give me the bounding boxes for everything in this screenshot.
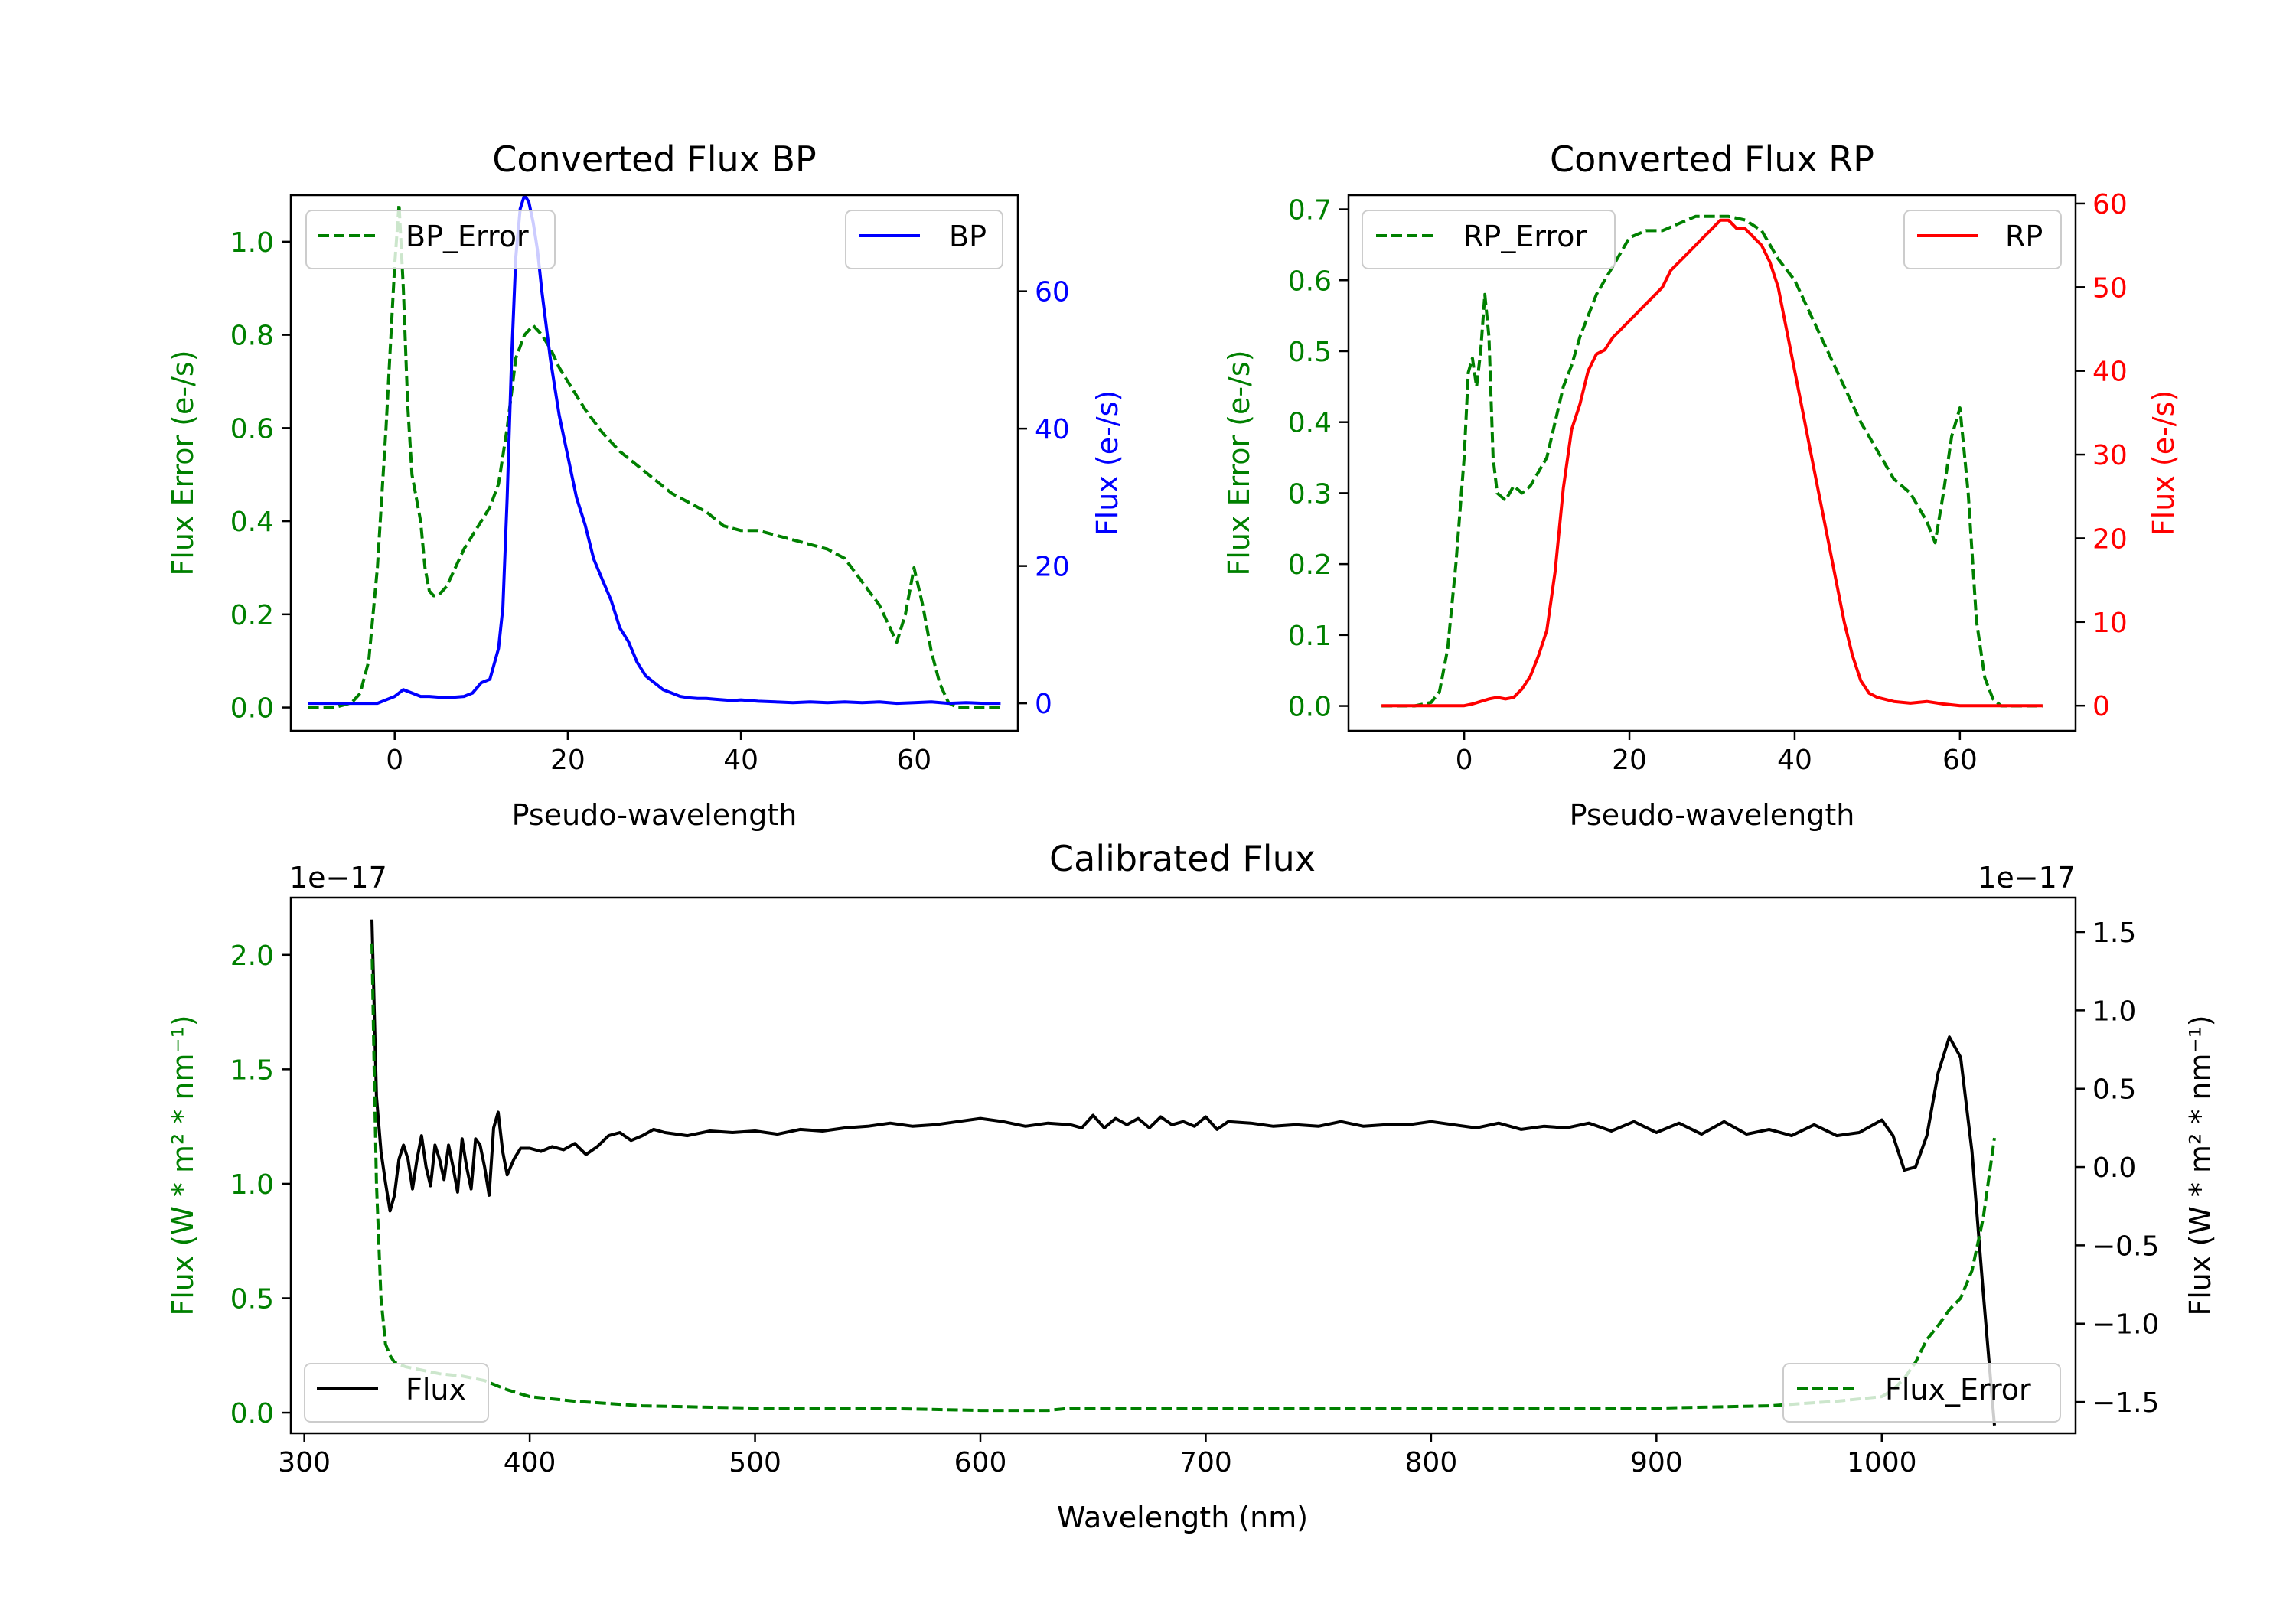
right-y-tick-label: 1.5 [2092, 918, 2136, 949]
left-y-tick-label: 0.1 [1288, 621, 1332, 652]
right-y-tick-label: 0.5 [2092, 1074, 2136, 1106]
x-tick-label: 20 [1612, 745, 1647, 776]
x-tick-label: 20 [550, 745, 585, 776]
rp-axes-frame [1347, 194, 2077, 732]
bp-axes-frame [289, 194, 1019, 732]
rp-legend-label: RP [2005, 220, 2043, 253]
right-y-tick-label: 60 [1035, 277, 1070, 308]
series-line-bp [308, 195, 1001, 706]
left-y-tick-label: 0.4 [230, 507, 274, 538]
right-y-tick-label: 0 [1035, 689, 1052, 720]
rp-error-legend-label: RP_Error [1463, 220, 1587, 253]
x-tick-label: 0 [386, 745, 403, 776]
left-y-tick-label: 0.0 [230, 693, 274, 725]
x-tick-label: 60 [1942, 745, 1978, 776]
left-y-tick-label: 1.0 [230, 1169, 274, 1201]
right-y-tick-label: 20 [2092, 523, 2128, 555]
rp-legend-error: RP_Error [1362, 210, 1616, 269]
rp-left-y-axis-label: Flux Error (e-/s) [1222, 350, 1256, 575]
x-tick-label: 0 [1456, 745, 1473, 776]
calibrated-legend-flux: Flux [304, 1363, 489, 1423]
x-tick-label: 400 [504, 1447, 556, 1478]
panel-converted-flux-rp: Converted Flux RP 0 20 40 60 0.0 0.1 0.2 0.3 0.4… [1222, 139, 2180, 832]
bp-ticks-layer: 0 20 40 60 0.0 0.2 0.4 0.6 0.8 1.0 0 20 40 60 [230, 227, 1070, 776]
rp-x-axis-label: Pseudo-wavelength [1570, 798, 1855, 832]
right-y-tick-label: 40 [1035, 414, 1070, 445]
rp-series-layer [1381, 214, 2043, 708]
series-line-flux-error [370, 943, 1996, 1413]
bp-right-y-axis-label: Flux (e-/s) [1091, 390, 1124, 536]
x-tick-label: 800 [1405, 1447, 1458, 1478]
right-y-tick-label: 40 [2092, 357, 2128, 388]
left-y-tick-label: 0.2 [230, 600, 274, 631]
right-y-tick-label: 30 [2092, 440, 2128, 471]
rp-right-y-axis-label: Flux (e-/s) [2147, 390, 2180, 536]
calibrated-legend-error: Flux_Error [1782, 1363, 2061, 1423]
panel-converted-flux-bp: Converted Flux BP 0 20 40 60 0.0 0.2 0.4 0.6 0.8… [166, 139, 1124, 832]
bp-left-y-axis-label: Flux Error (e-/s) [166, 350, 200, 575]
x-tick-label: 60 [896, 745, 931, 776]
left-y-tick-label: 2.0 [230, 940, 274, 972]
calibrated-ticks-layer: 300 400 500 600 700 800 900 1000 0.0 0.5 1.0 1.5 2.0… [230, 918, 2160, 1478]
x-tick-label: 300 [278, 1447, 331, 1478]
calibrated-x-axis-label: Wavelength (nm) [1057, 1501, 1308, 1534]
series-line-flux [370, 919, 1996, 1426]
left-y-tick-label: 0.3 [1288, 478, 1332, 510]
right-y-tick-label: −0.5 [2092, 1231, 2159, 1262]
rp-legend-flux: RP [1903, 210, 2062, 269]
left-y-tick-label: 0.6 [1288, 266, 1332, 297]
x-tick-label: 500 [729, 1447, 781, 1478]
rp-ticks-layer: 0 20 40 60 0.0 0.1 0.2 0.3 0.4 0.5 0.6 0.7 0 10 20 30 40… [1288, 189, 2128, 776]
left-y-tick-label: 0.2 [1288, 549, 1332, 581]
calibrated-series-layer [370, 919, 1996, 1426]
right-y-tick-label: 10 [2092, 608, 2128, 639]
panel-calibrated-flux: Calibrated Flux 1e−17 1e−17 300 400 500 600… [166, 838, 2217, 1534]
x-tick-label: 40 [1777, 745, 1812, 776]
bp-series-layer [308, 195, 1001, 709]
right-y-tick-label: 0 [2092, 691, 2110, 722]
left-y-tick-label: 0.7 [1288, 195, 1332, 227]
bp-legend-label: BP [949, 220, 987, 253]
right-y-tick-label: 1.0 [2092, 996, 2136, 1027]
left-y-tick-label: 0.6 [230, 413, 274, 445]
right-y-tick-label: 0.0 [2092, 1152, 2136, 1184]
right-y-tick-label: 50 [2092, 272, 2128, 304]
left-y-tick-label: 1.5 [230, 1054, 274, 1086]
calibrated-axes-frame [289, 896, 2077, 1435]
left-axis-offset-text: 1e−17 [289, 861, 387, 895]
right-y-tick-label: 20 [1035, 552, 1070, 583]
left-y-tick-label: 0.4 [1288, 408, 1332, 439]
calibrated-right-y-axis-label: Flux (W * m² * nm⁻¹) [2183, 1015, 2217, 1315]
flux-error-legend-label: Flux_Error [1885, 1373, 2031, 1407]
right-y-tick-label: −1.0 [2092, 1309, 2159, 1341]
x-tick-label: 900 [1630, 1447, 1683, 1478]
x-tick-label: 600 [954, 1447, 1007, 1478]
series-line-rp [1381, 218, 2043, 708]
bp-legend-flux: BP [845, 210, 1003, 269]
left-y-tick-label: 0.5 [1288, 337, 1332, 368]
left-y-tick-label: 0.8 [230, 321, 274, 352]
right-y-tick-label: −1.5 [2092, 1387, 2159, 1419]
series-line-bp-error [308, 203, 1001, 709]
calibrated-left-y-axis-label: Flux (W * m² * nm⁻¹) [166, 1015, 200, 1315]
chart-title-calibrated: Calibrated Flux [1049, 838, 1316, 879]
left-y-tick-label: 0.5 [230, 1284, 274, 1315]
x-tick-label: 1000 [1847, 1447, 1917, 1478]
right-axis-offset-text: 1e−17 [1978, 861, 2076, 895]
x-tick-label: 700 [1179, 1447, 1232, 1478]
flux-legend-label: Flux [406, 1373, 466, 1407]
right-y-tick-label: 60 [2092, 189, 2128, 220]
left-y-tick-label: 1.0 [230, 227, 274, 259]
chart-title-bp: Converted Flux BP [492, 139, 817, 180]
x-tick-label: 40 [723, 745, 758, 776]
bp-x-axis-label: Pseudo-wavelength [512, 798, 797, 832]
series-line-rp-error [1381, 214, 2043, 708]
bp-error-legend-label: BP_Error [406, 220, 529, 253]
left-y-tick-label: 0.0 [230, 1398, 274, 1429]
left-y-tick-label: 0.0 [1288, 692, 1332, 723]
chart-title-rp: Converted Flux RP [1550, 139, 1874, 180]
bp-legend-error: BP_Error [305, 210, 556, 269]
